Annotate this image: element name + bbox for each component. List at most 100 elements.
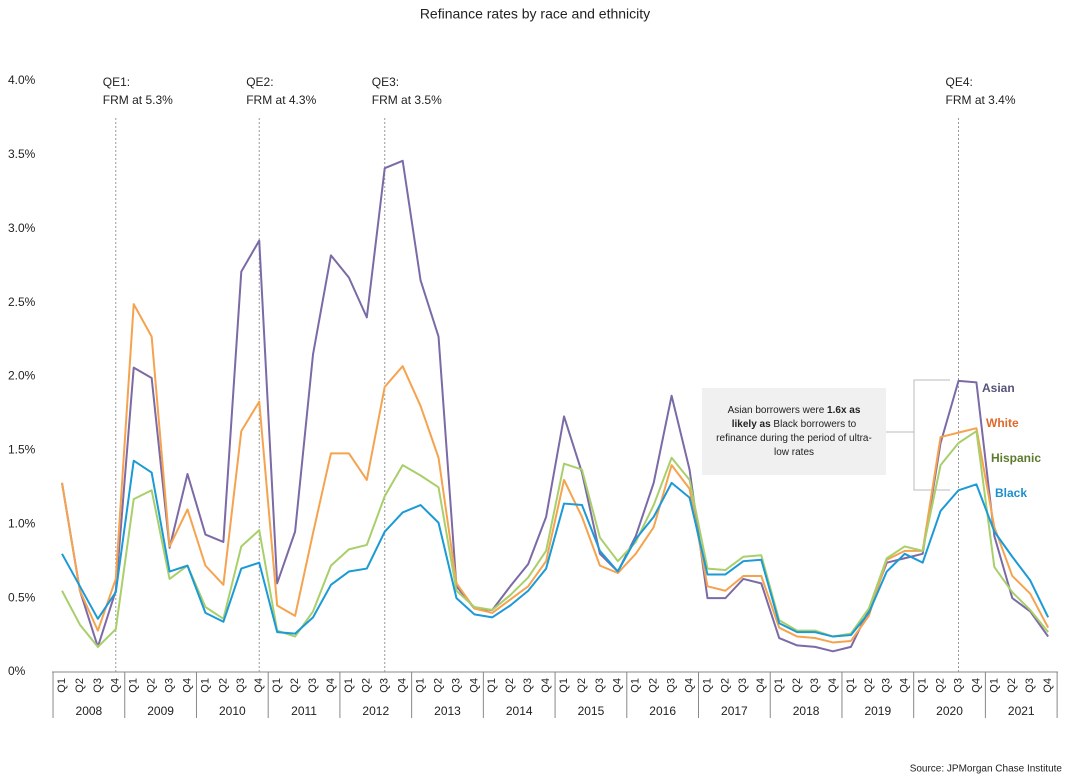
x-tick-label: Q2 <box>576 678 588 693</box>
year-label: 2019 <box>864 704 891 718</box>
annotation-title: QE1: <box>103 75 130 89</box>
x-tick-label: Q2 <box>863 678 875 693</box>
y-tick-label: 3.5% <box>8 147 36 161</box>
legend-label: Asian <box>982 381 1015 395</box>
x-tick-label: Q1 <box>486 678 498 693</box>
x-tick-label: Q1 <box>128 678 140 693</box>
year-label: 2009 <box>147 704 174 718</box>
x-tick-label: Q4 <box>755 678 767 693</box>
y-tick-label: 2.5% <box>8 295 36 309</box>
x-tick-label: Q2 <box>648 678 660 693</box>
year-label: 2017 <box>721 704 748 718</box>
x-tick-label: Q4 <box>325 678 337 693</box>
y-tick-label: 3.0% <box>8 221 36 235</box>
x-tick-label: Q1 <box>701 678 713 693</box>
series-line <box>61 303 1050 644</box>
annotation-title: QE3: <box>372 75 399 89</box>
x-tick-label: Q4 <box>1042 678 1054 693</box>
x-tick-label: Q2 <box>504 678 516 693</box>
x-tick-label: Q2 <box>289 678 301 693</box>
annotation-text: FRM at 5.3% <box>103 93 173 107</box>
x-tick-label: Q3 <box>522 678 534 693</box>
year-label: 2013 <box>434 704 461 718</box>
x-tick-label: Q2 <box>1006 678 1018 693</box>
x-tick-label: Q4 <box>827 678 839 693</box>
x-tick-label: Q3 <box>809 678 821 693</box>
series-line <box>61 430 1049 648</box>
x-tick-label: Q3 <box>737 678 749 693</box>
x-tick-label: Q1 <box>56 678 68 693</box>
x-tick-label: Q2 <box>791 678 803 693</box>
x-tick-label: Q4 <box>612 678 624 693</box>
x-tick-label: Q2 <box>146 678 158 693</box>
legend-label: White <box>986 416 1019 430</box>
x-tick-label: Q3 <box>307 678 319 693</box>
x-tick-label: Q1 <box>558 678 570 693</box>
x-tick-label: Q3 <box>1024 678 1036 693</box>
x-tick-label: Q4 <box>970 678 982 693</box>
x-tick-label: Q1 <box>917 678 929 693</box>
x-tick-label: Q4 <box>899 678 911 693</box>
x-tick-label: Q3 <box>952 678 964 693</box>
year-label: 2018 <box>793 704 820 718</box>
x-tick-label: Q2 <box>934 678 946 693</box>
callout-text: Black borrowers to refinance during the … <box>716 418 872 458</box>
x-tick-label: Q4 <box>683 678 695 693</box>
x-tick-label: Q4 <box>468 678 480 693</box>
x-tick-label: Q3 <box>235 678 247 693</box>
legend-label: Black <box>995 486 1027 500</box>
y-tick-label: 1.5% <box>8 443 36 457</box>
year-label: 2014 <box>506 704 533 718</box>
x-tick-label: Q3 <box>450 678 462 693</box>
x-tick-label: Q4 <box>181 678 193 693</box>
x-tick-label: Q4 <box>110 678 122 693</box>
y-tick-label: 0% <box>8 664 26 678</box>
x-tick-label: Q1 <box>271 678 283 693</box>
series-line <box>61 459 1050 638</box>
year-label: 2011 <box>291 704 317 718</box>
x-tick-label: Q4 <box>540 678 552 693</box>
annotation-title: QE4: <box>946 75 973 89</box>
year-label: 2012 <box>362 704 389 718</box>
annotation-text: FRM at 3.4% <box>946 93 1016 107</box>
callout: Asian borrowers were 1.6x as likely as B… <box>702 388 886 475</box>
x-tick-label: Q3 <box>163 678 175 693</box>
x-tick-label: Q2 <box>432 678 444 693</box>
x-tick-label: Q1 <box>415 678 427 693</box>
x-tick-label: Q3 <box>92 678 104 693</box>
x-tick-label: Q3 <box>594 678 606 693</box>
x-tick-label: Q2 <box>217 678 229 693</box>
year-label: 2020 <box>936 704 963 718</box>
x-tick-label: Q3 <box>666 678 678 693</box>
x-tick-label: Q3 <box>881 678 893 693</box>
annotation-title: QE2: <box>246 75 273 89</box>
y-tick-label: 2.0% <box>8 369 36 383</box>
year-label: 2015 <box>578 704 605 718</box>
x-tick-label: Q2 <box>361 678 373 693</box>
x-tick-label: Q4 <box>253 678 265 693</box>
source: Source: JPMorgan Chase Institute <box>910 764 1063 775</box>
year-label: 2010 <box>219 704 246 718</box>
annotation-text: FRM at 4.3% <box>246 93 316 107</box>
year-label: 2021 <box>1008 704 1035 718</box>
x-tick-label: Q1 <box>988 678 1000 693</box>
y-tick-label: 1.0% <box>8 516 36 530</box>
x-tick-label: Q1 <box>773 678 785 693</box>
x-tick-label: Q1 <box>343 678 355 693</box>
year-label: 2016 <box>649 704 676 718</box>
x-tick-label: Q1 <box>199 678 211 693</box>
callout-bold: 1.6x as likely as <box>731 404 861 430</box>
series-line <box>61 159 1049 653</box>
y-tick-label: 0.5% <box>8 590 36 604</box>
y-tick-label: 4.0% <box>8 73 36 87</box>
annotation-text: FRM at 3.5% <box>372 93 442 107</box>
year-label: 2008 <box>76 704 103 718</box>
callout-text: Asian borrowers were <box>727 404 828 416</box>
x-tick-label: Q2 <box>74 678 86 693</box>
chart-title: Refinance rates by race and ethnicity <box>420 6 650 22</box>
x-tick-label: Q1 <box>845 678 857 693</box>
x-tick-label: Q4 <box>397 678 409 693</box>
x-tick-label: Q1 <box>630 678 642 693</box>
